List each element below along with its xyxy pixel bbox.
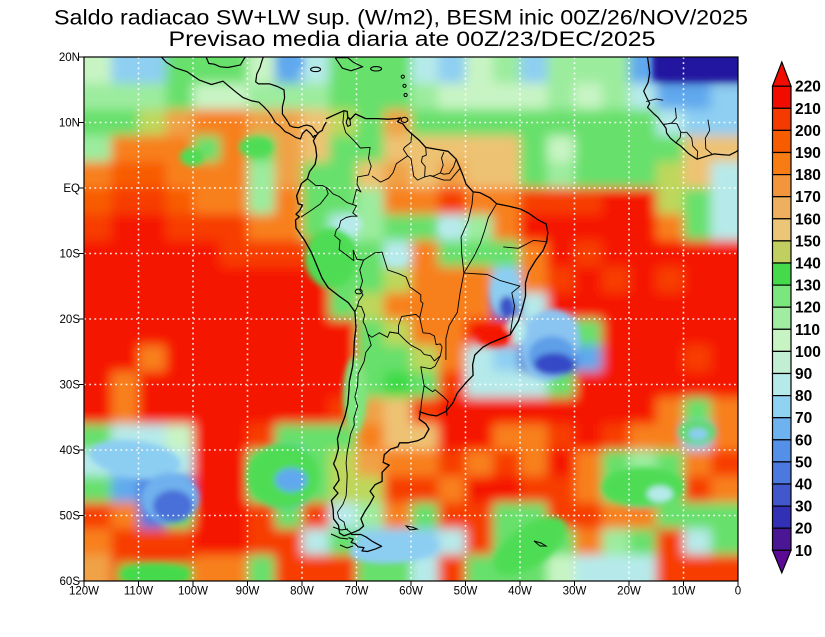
svg-text:30W: 30W — [563, 586, 587, 598]
svg-text:40S: 40S — [60, 445, 81, 457]
svg-text:60S: 60S — [60, 576, 81, 588]
svg-text:50: 50 — [795, 454, 812, 471]
svg-text:140: 140 — [795, 256, 821, 273]
svg-text:40W: 40W — [508, 586, 532, 598]
svg-text:20W: 20W — [617, 586, 641, 598]
svg-text:30: 30 — [795, 499, 812, 516]
svg-text:80: 80 — [795, 388, 812, 405]
svg-text:20: 20 — [795, 521, 812, 538]
svg-text:120W: 120W — [69, 586, 99, 598]
svg-text:10W: 10W — [672, 586, 696, 598]
svg-text:10N: 10N — [59, 118, 80, 130]
svg-text:50S: 50S — [60, 511, 81, 523]
svg-text:80W: 80W — [290, 586, 314, 598]
svg-text:100: 100 — [795, 344, 821, 361]
svg-text:150: 150 — [795, 233, 821, 250]
svg-text:10: 10 — [795, 543, 812, 560]
svg-text:60: 60 — [795, 432, 812, 449]
svg-text:50W: 50W — [454, 586, 478, 598]
svg-text:210: 210 — [795, 101, 821, 118]
svg-text:Saldo radiacao SW+LW sup. (W/m: Saldo radiacao SW+LW sup. (W/m2), BESM i… — [54, 7, 748, 30]
svg-text:160: 160 — [795, 211, 821, 228]
svg-text:200: 200 — [795, 123, 821, 140]
svg-text:100W: 100W — [178, 586, 208, 598]
svg-text:Previsao media diaria ate 00Z/: Previsao media diaria ate 00Z/23/DEC/202… — [169, 28, 656, 51]
svg-text:0: 0 — [735, 586, 741, 598]
svg-text:220: 220 — [795, 79, 821, 96]
svg-text:60W: 60W — [399, 586, 423, 598]
svg-text:170: 170 — [795, 189, 821, 206]
svg-text:180: 180 — [795, 167, 821, 184]
svg-text:110W: 110W — [124, 586, 153, 598]
svg-text:130: 130 — [795, 278, 821, 295]
svg-text:190: 190 — [795, 145, 821, 162]
svg-text:70W: 70W — [345, 586, 369, 598]
svg-text:90: 90 — [795, 366, 812, 383]
svg-text:120: 120 — [795, 300, 821, 317]
svg-text:30S: 30S — [60, 380, 81, 392]
svg-text:70: 70 — [795, 410, 812, 427]
svg-text:90W: 90W — [236, 586, 260, 598]
svg-text:110: 110 — [795, 322, 820, 339]
svg-text:40: 40 — [795, 477, 812, 494]
svg-text:20N: 20N — [59, 52, 80, 64]
svg-text:EQ: EQ — [63, 183, 80, 195]
svg-text:20S: 20S — [60, 314, 81, 326]
svg-text:10S: 10S — [60, 249, 81, 261]
